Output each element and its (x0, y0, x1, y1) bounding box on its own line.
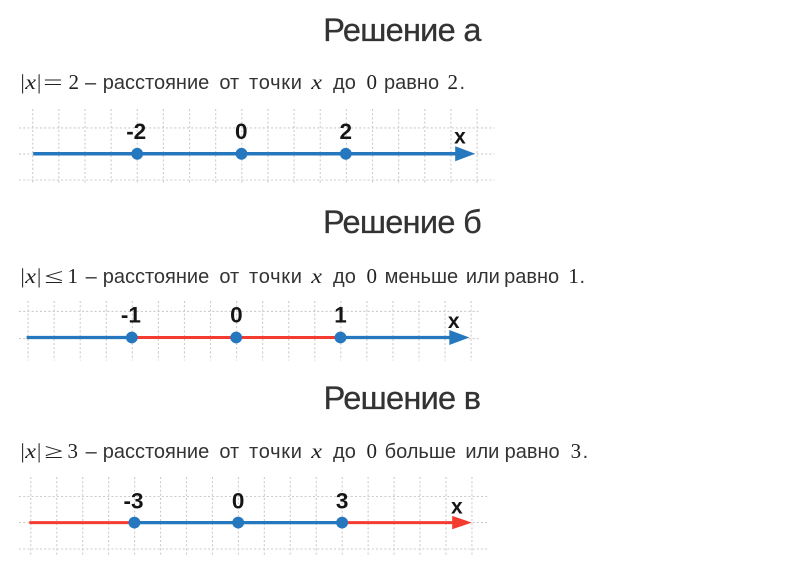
svg-text:0: 0 (235, 119, 248, 144)
svg-text:x: x (448, 310, 460, 333)
svg-text:0: 0 (230, 303, 243, 328)
svg-text:2: 2 (340, 119, 353, 144)
svg-text:-1: -1 (121, 303, 141, 328)
svg-text:-3: -3 (123, 489, 143, 514)
svg-text:0: 0 (232, 489, 245, 514)
svg-text:3: 3 (336, 489, 349, 514)
svg-text:1: 1 (334, 303, 347, 328)
svg-text:x: x (454, 125, 466, 148)
svg-text:-2: -2 (126, 119, 146, 144)
svg-text:x: x (451, 495, 463, 518)
